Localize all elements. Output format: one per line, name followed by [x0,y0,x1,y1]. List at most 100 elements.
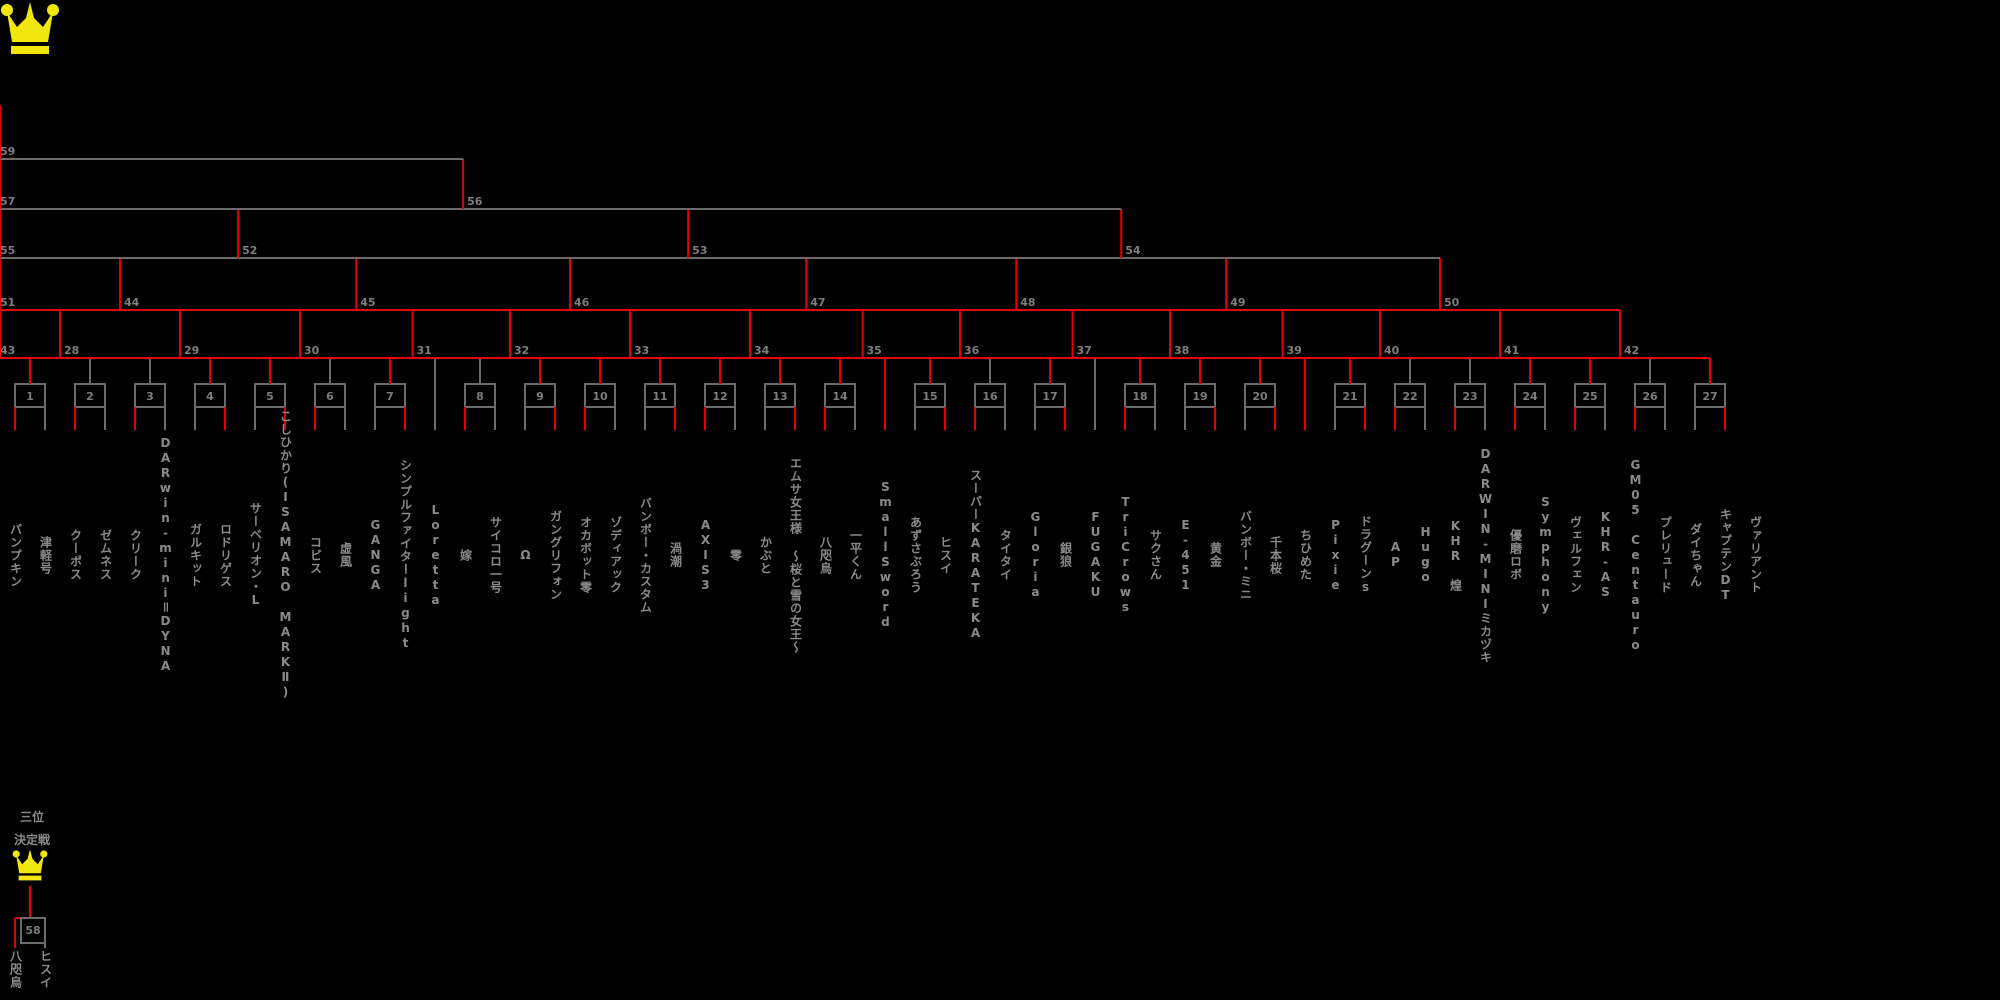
player-name: コビス [308,535,323,575]
player-name: Loretta [428,502,443,608]
player-name: FUGAKU [1088,510,1103,600]
match-number: 37 [1077,344,1092,357]
match-number: 59 [0,145,15,158]
match-number: 27 [1702,390,1717,403]
player-name: Symphony [1538,495,1553,615]
match-number: 14 [832,390,848,403]
match-number: 26 [1642,390,1658,403]
player-name: エムサ女王様 ～桜と雪の女王～ [788,456,803,654]
match-number: 34 [754,344,770,357]
player-name: スーパーKARATEKA [968,469,983,641]
third-place-title-line1: 三位 [19,810,44,824]
player-name: ドラグーンs [1358,515,1373,595]
match-number: 16 [982,390,998,403]
third-place-title-line2: 決定戦 [13,832,50,847]
match-number: 29 [184,344,199,357]
match-number: 9 [536,390,544,403]
match-number: 54 [1125,244,1141,257]
player-name: Hugo [1418,525,1433,585]
player-name: 零 [728,548,743,562]
match-number: 7 [386,390,394,403]
match-number: 23 [1462,390,1477,403]
match-number: 20 [1252,390,1268,403]
match-number: 31 [417,344,432,357]
match-number: 51 [0,296,15,309]
player-name: ガルキット [188,522,203,588]
player-name: オカボット零 [578,516,593,594]
match-number: 12 [712,390,727,403]
match-number: 28 [64,344,79,357]
player-name: GM05 Centauro [1628,457,1643,653]
player-name: こしひかり(ISAMARO MARKⅡ) [278,410,293,700]
match-number: 1 [26,390,34,403]
third-place-title: 三位 決定戦 [2,806,62,852]
match-number: 33 [634,344,649,357]
match-number: 47 [810,296,825,309]
match-number: 6 [326,390,334,403]
match-number: 48 [1020,296,1035,309]
player-name: Pixie [1328,517,1343,593]
match-number: 56 [467,195,483,208]
match-number: 17 [1042,390,1057,403]
player-name: シンプルファイターlight [398,459,413,651]
match-number: 19 [1192,390,1207,403]
player-name: サイコロ一号 [488,516,503,594]
match-number: 22 [1402,390,1417,403]
player-name: バンボー・ミニ [1238,509,1253,601]
match-number: 30 [304,344,320,357]
match-number: 38 [1174,344,1189,357]
match-number: 21 [1342,390,1357,403]
player-name: ゼムネス [98,529,113,581]
player-name: 一平くん [848,529,863,581]
player-name: タイタイ [998,529,1013,581]
player-name: ヒスイ [938,535,953,575]
match-number: 36 [964,344,980,357]
player-name: 黄金 [1208,542,1223,568]
player-name: ガングリフォン [548,509,563,601]
match-number: 3 [146,390,154,403]
match-box [20,917,46,944]
player-name: プレリュード [1658,516,1673,594]
player-name: 渦潮 [668,542,683,568]
player-name: かぶと [758,535,773,575]
player-name: クーポス [68,529,83,581]
player-name: キャプテンDT [1718,507,1733,603]
player-name: GANGA [368,517,383,593]
player-name: 銀狼 [1058,542,1073,568]
player-name: KHR 煌 [1448,518,1463,592]
player-name: クリーク [128,529,143,581]
match-number: 8 [476,390,484,403]
player-name: 嫁 [458,548,473,562]
match-number: 4 [206,390,214,403]
player-name: 千本桜 [1268,535,1283,575]
match-number: 35 [867,344,882,357]
player-name: E-451 [1178,517,1193,593]
match-number: 32 [514,344,529,357]
player-name: ヴェルフェン [1568,516,1583,594]
player-name: KHR-AS [1598,510,1613,600]
match-number: 40 [1384,344,1400,357]
match-number: 43 [0,344,15,357]
player-name: 八咫烏 [818,535,833,575]
player-name: Gloria [1028,510,1043,600]
player-name: 虚風 [338,542,353,568]
player-name: ちひめた [1298,529,1313,581]
match-number: 25 [1582,390,1597,403]
match-number: 45 [360,296,375,309]
match-number: 24 [1522,390,1538,403]
player-name: DARwin-mini＝DYNA [158,436,173,674]
match-number: 55 [0,244,15,257]
match-number: 49 [1230,296,1245,309]
match-number: 50 [1444,296,1460,309]
match-number: 46 [574,296,590,309]
player-name: パンプキン [8,522,23,588]
match-number: 2 [86,390,94,403]
player-name: Ω [518,547,533,563]
player-name: バンボー・カスタム [638,496,653,614]
third-place-right-player: ヒスイ [38,950,53,989]
match-number: 52 [242,244,257,257]
player-name: サクさん [1148,529,1163,581]
player-name: TriCrows [1118,495,1133,615]
match-number: 5 [266,390,274,403]
